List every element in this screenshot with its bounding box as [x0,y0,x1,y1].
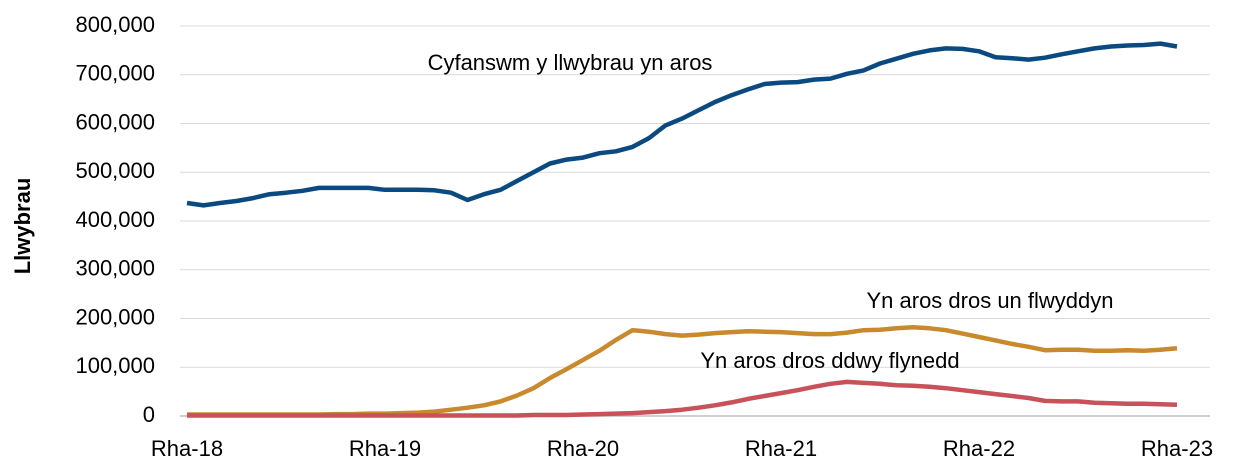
y-axis-label: Llwybrau [10,178,35,275]
series-label: Yn aros dros un flwyddyn [866,288,1113,313]
x-tick-label: Rha-21 [745,436,817,461]
series-line [187,325,1178,417]
series-line [186,41,1178,208]
series-label: Cyfanswm y llwybrau yn aros [428,50,713,75]
y-tick-label: 500,000 [75,158,155,183]
x-tick-label: Rha-22 [943,436,1015,461]
x-tick-label: Rha-20 [547,436,619,461]
y-tick-label: 300,000 [75,256,155,281]
y-tick-label: 700,000 [75,61,155,86]
x-tick-label: Rha-19 [349,436,421,461]
x-tick-label: Rha-23 [1141,436,1213,461]
y-tick-label: 400,000 [75,207,155,232]
y-tick-label: 0 [143,402,155,427]
y-tick-label: 600,000 [75,109,155,134]
x-tick-label: Rha-18 [151,436,223,461]
y-tick-label: 800,000 [75,12,155,37]
y-tick-label: 200,000 [75,304,155,329]
y-tick-label: 100,000 [75,353,155,378]
series-label: Yn aros dros ddwy flynedd [700,348,959,373]
series-line [187,379,1178,418]
